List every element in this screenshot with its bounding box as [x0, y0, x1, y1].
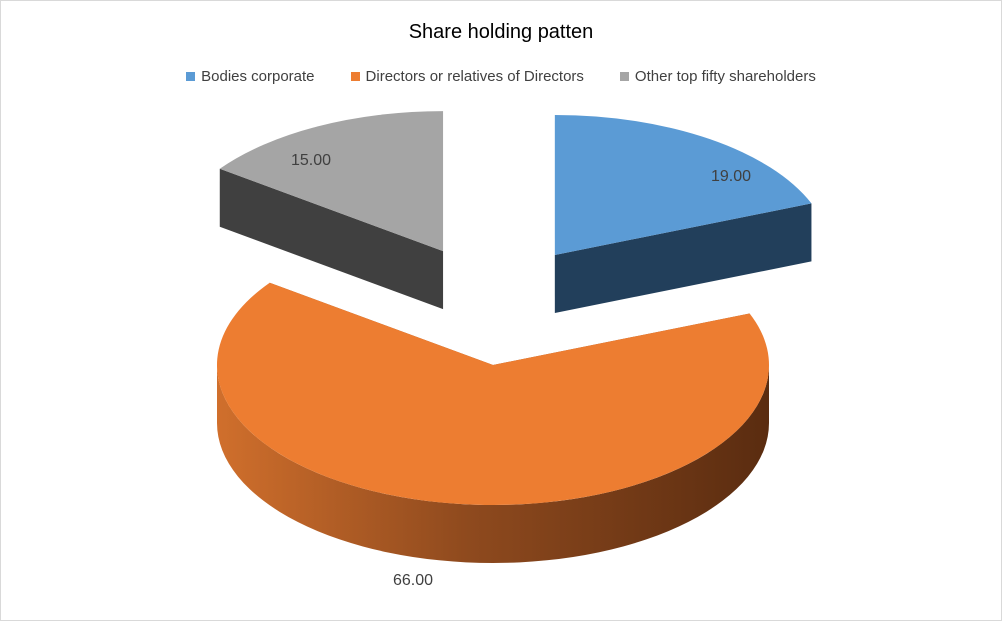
- pie-slice-wall-bodies-corporate: [554, 203, 812, 313]
- legend-item-other-top-fifty: Other top fifty shareholders: [619, 68, 816, 85]
- legend-swatch: [186, 72, 196, 81]
- data-label-directors: 66.00: [393, 572, 433, 589]
- legend-label: Directors or relatives of Directors: [365, 68, 584, 85]
- pie-slice-side-directors: [217, 365, 769, 563]
- legend-item-bodies-corporate: Bodies corporate: [186, 68, 315, 85]
- legend-item-directors: Directors or relatives of Directors: [350, 68, 584, 85]
- data-label-bodies-corporate: 19.00: [711, 168, 751, 185]
- pie-slice-other-top-fifty: [219, 111, 444, 252]
- legend: Bodies corporate Directors or relatives …: [1, 68, 1001, 85]
- pie-slice-directors: [217, 282, 769, 505]
- legend-label: Other top fifty shareholders: [634, 68, 816, 85]
- pie-slice-bodies-corporate: [554, 114, 812, 255]
- pie-slice-wall-other-top-fifty: [219, 168, 444, 310]
- chart-title: Share holding patten: [408, 21, 594, 43]
- legend-swatch: [619, 72, 629, 81]
- data-label-other-top-fifty: 15.00: [291, 152, 331, 169]
- legend-label: Bodies corporate: [201, 68, 315, 85]
- legend-swatch: [350, 72, 360, 81]
